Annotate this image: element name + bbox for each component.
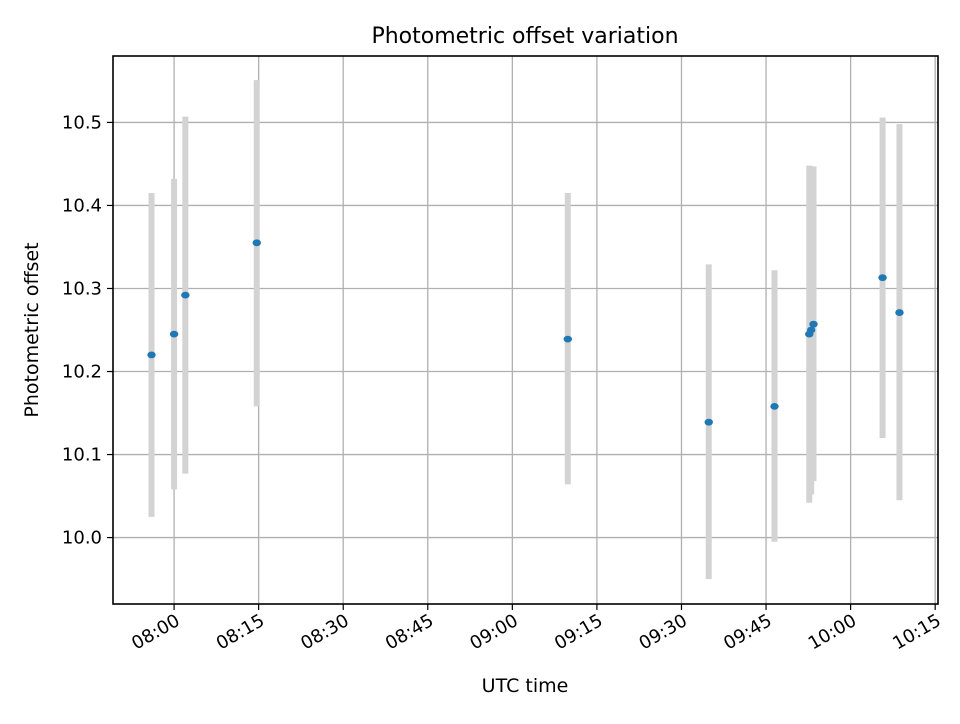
data-point	[252, 239, 261, 247]
y-tick-label: 10.1	[62, 445, 102, 466]
data-point	[147, 351, 156, 359]
y-axis-label: Photometric offset	[21, 242, 43, 417]
data-point	[169, 330, 179, 338]
data-point	[181, 291, 190, 299]
data-point	[563, 335, 572, 343]
y-tick-label: 10.2	[62, 362, 102, 383]
axes-layer	[112, 55, 939, 605]
y-tick-label: 10.3	[62, 278, 102, 299]
data-point	[704, 418, 713, 426]
data-point	[770, 402, 779, 410]
y-tick-label: 10.4	[62, 195, 102, 216]
data-point	[895, 309, 904, 316]
y-tick-label: 10.0	[62, 528, 102, 549]
data-point	[806, 326, 816, 334]
point-layer	[147, 239, 904, 426]
chart-title: Photometric offset variation	[371, 24, 678, 49]
axes-frame	[112, 55, 939, 605]
y-tick-label: 10.5	[62, 112, 102, 133]
y-tick-layer: 10.0 10.1 10.2 10.3 10.4 10.5	[62, 112, 113, 549]
x-axis-label: UTC time	[482, 675, 569, 697]
data-point	[878, 274, 887, 282]
grid-layer	[113, 56, 938, 604]
data-point	[809, 320, 818, 328]
